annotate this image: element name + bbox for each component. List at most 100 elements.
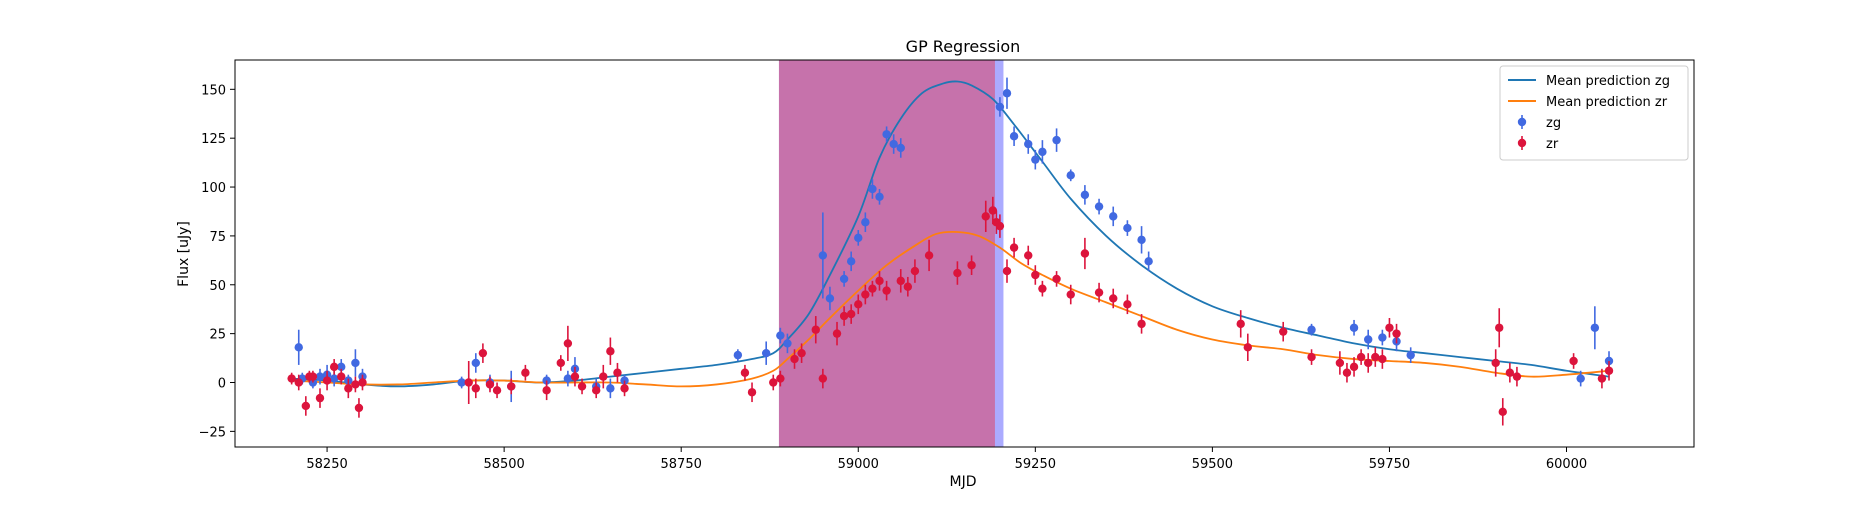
y-tick-label: 100 [201,181,226,196]
data-point [1243,343,1253,352]
shaded-region-1 [778,60,1004,447]
data-point [1094,288,1104,297]
series-zr [287,196,1614,426]
data-point [542,386,551,395]
data-point [606,384,615,393]
y-tick-label: 150 [201,83,226,98]
x-axis-label: MJD [950,474,977,490]
data-point [620,376,629,385]
data-point [570,372,580,381]
legend: Mean prediction zg Mean prediction zr zg zr [1499,65,1689,161]
data-point [797,348,806,358]
data-point [287,374,296,383]
data-point [818,374,828,383]
data-point [875,192,884,202]
data-point [577,382,587,391]
data-point [1002,89,1012,98]
data-point [1498,407,1507,417]
data-point [351,358,360,368]
legend-marker-swatch [1517,117,1527,127]
data-point [818,251,828,260]
data-point [733,350,743,360]
data-point [1038,284,1047,293]
data-point [1569,356,1578,366]
data-point [1009,243,1019,252]
data-point [322,376,332,385]
data-point [1307,352,1316,362]
data-point [471,358,481,368]
y-tick-label: −25 [199,425,226,440]
data-point [1024,251,1033,260]
data-point [1236,319,1245,329]
legend-item-zg: zg [1517,115,1561,131]
data-point [953,268,962,278]
legend-label: Mean prediction zr [1546,95,1668,110]
data-point [1066,171,1075,180]
legend-item-mean-prediction-zg: Mean prediction zg [1508,74,1670,89]
data-point [1342,368,1352,377]
data-point [1002,266,1012,276]
data-point [329,374,339,383]
data-point [776,374,785,383]
data-point [868,184,877,194]
data-point [846,309,856,319]
data-point [1364,335,1373,344]
data-point [521,368,530,377]
data-point [861,218,870,227]
data-point [1052,135,1061,145]
data-point [358,378,367,387]
y-tick-label: 0 [218,377,226,392]
axes-frame [234,59,1695,448]
data-point [1123,223,1132,233]
x-tick-label: 59250 [1015,457,1056,472]
shaded-region-2 [778,60,995,447]
data-point [1038,147,1047,157]
data-point [620,384,629,393]
data-point [1495,323,1504,332]
data-point [747,388,757,397]
data-point [351,380,360,389]
data-point [967,261,976,270]
y-tick-label: 25 [209,328,226,343]
legend-item-zr: zr [1517,136,1559,152]
data-point [981,212,990,221]
data-point [924,251,934,260]
data-point [882,130,891,139]
data-point [1109,212,1118,221]
data-point [839,274,849,284]
data-point [854,233,863,243]
data-point [896,143,905,153]
data-point [337,362,346,372]
data-point [315,393,325,403]
data-point [301,401,311,411]
x-tick-label: 59000 [838,457,879,472]
x-tick-label: 59750 [1369,457,1410,472]
data-point [910,266,920,276]
data-point [889,139,898,149]
data-point [1604,366,1614,375]
plot-area: 58250 58500 58750 59000 59250 59500 59750 60000… [199,59,1695,472]
data-point [563,374,573,383]
data-point [783,339,792,348]
data-point [1279,327,1288,336]
data-point [471,384,481,393]
data-point [599,372,608,381]
data-point [1406,350,1415,360]
data-point [1356,352,1366,362]
data-point [337,372,346,381]
data-point [825,294,835,303]
data-point [1590,323,1600,332]
x-tick-label: 58500 [483,457,524,472]
data-point [1052,274,1061,284]
data-point [1576,374,1585,383]
data-point [903,282,913,291]
data-point [1335,358,1345,368]
data-point [1066,290,1075,299]
data-point [995,102,1005,112]
data-point [485,380,495,389]
data-point [875,276,884,286]
data-point [1512,372,1522,381]
data-point [344,384,353,393]
data-point [1080,190,1090,200]
